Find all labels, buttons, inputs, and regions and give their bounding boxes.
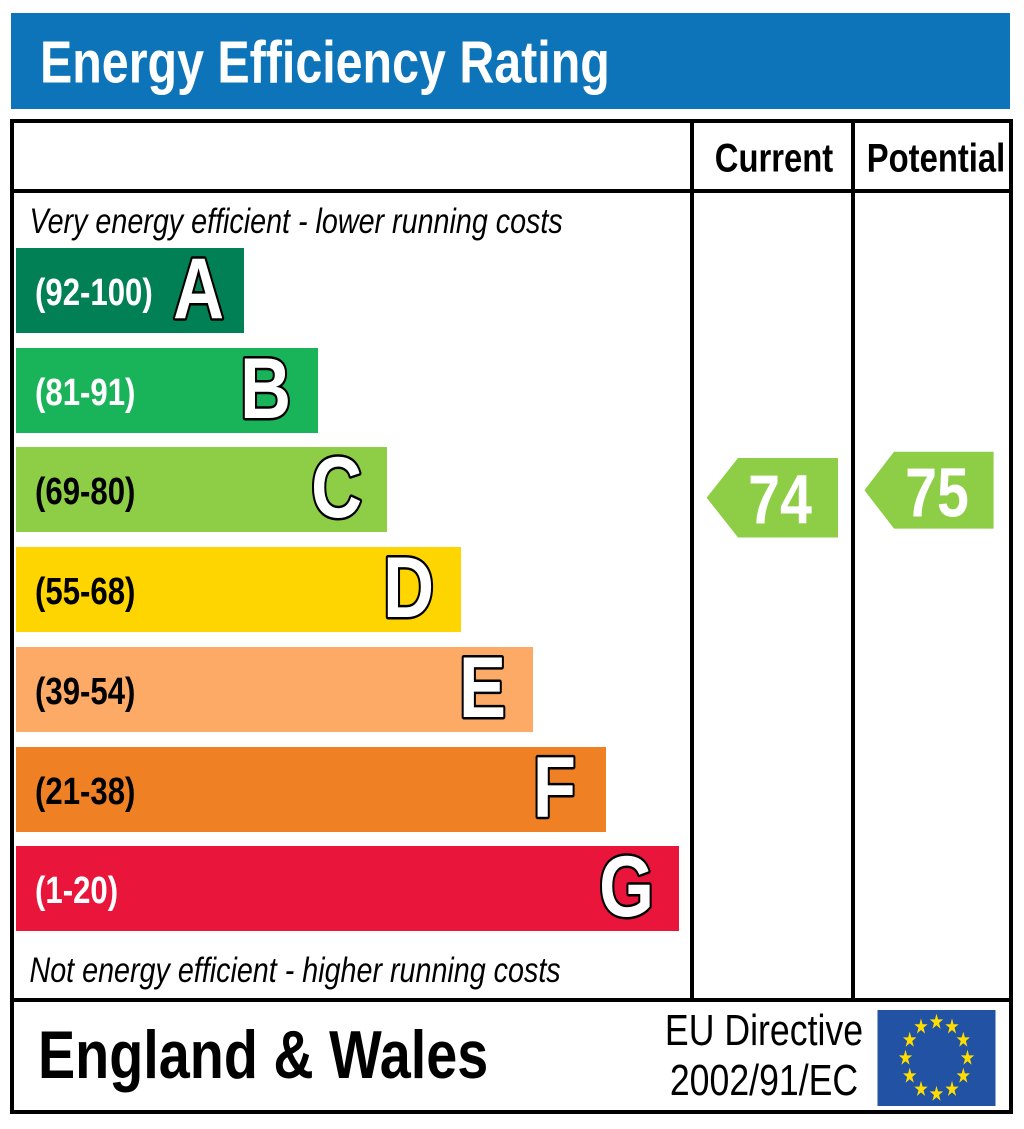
svg-text:G: G: [599, 838, 654, 934]
svg-text:Very energy efficient - lower: Very energy efficient - lower running co…: [30, 201, 563, 240]
svg-text:E: E: [459, 639, 506, 735]
svg-text:Potential: Potential: [867, 135, 1005, 180]
svg-text:(39-54): (39-54): [35, 671, 135, 713]
svg-text:C: C: [311, 439, 362, 535]
svg-text:(21-38): (21-38): [35, 771, 135, 813]
svg-text:(69-80): (69-80): [35, 471, 135, 513]
svg-text:75: 75: [905, 453, 969, 532]
svg-text:England & Wales: England & Wales: [38, 1018, 488, 1093]
svg-text:(1-20): (1-20): [35, 870, 118, 912]
svg-text:EU Directive: EU Directive: [665, 1007, 863, 1055]
svg-text:A: A: [173, 240, 224, 336]
svg-text:B: B: [240, 340, 291, 436]
svg-text:Energy Efficiency Rating: Energy Efficiency Rating: [40, 30, 610, 96]
svg-text:Not energy efficient - higher: Not energy efficient - higher running co…: [30, 950, 561, 989]
svg-text:74: 74: [748, 460, 812, 539]
svg-text:(55-68): (55-68): [35, 571, 135, 613]
svg-text:D: D: [383, 539, 434, 635]
svg-text:(81-91): (81-91): [35, 372, 135, 414]
svg-text:F: F: [533, 739, 576, 835]
svg-text:Current: Current: [715, 135, 833, 180]
svg-text:2002/91/EC: 2002/91/EC: [670, 1057, 858, 1105]
svg-text:(92-100): (92-100): [35, 272, 153, 314]
